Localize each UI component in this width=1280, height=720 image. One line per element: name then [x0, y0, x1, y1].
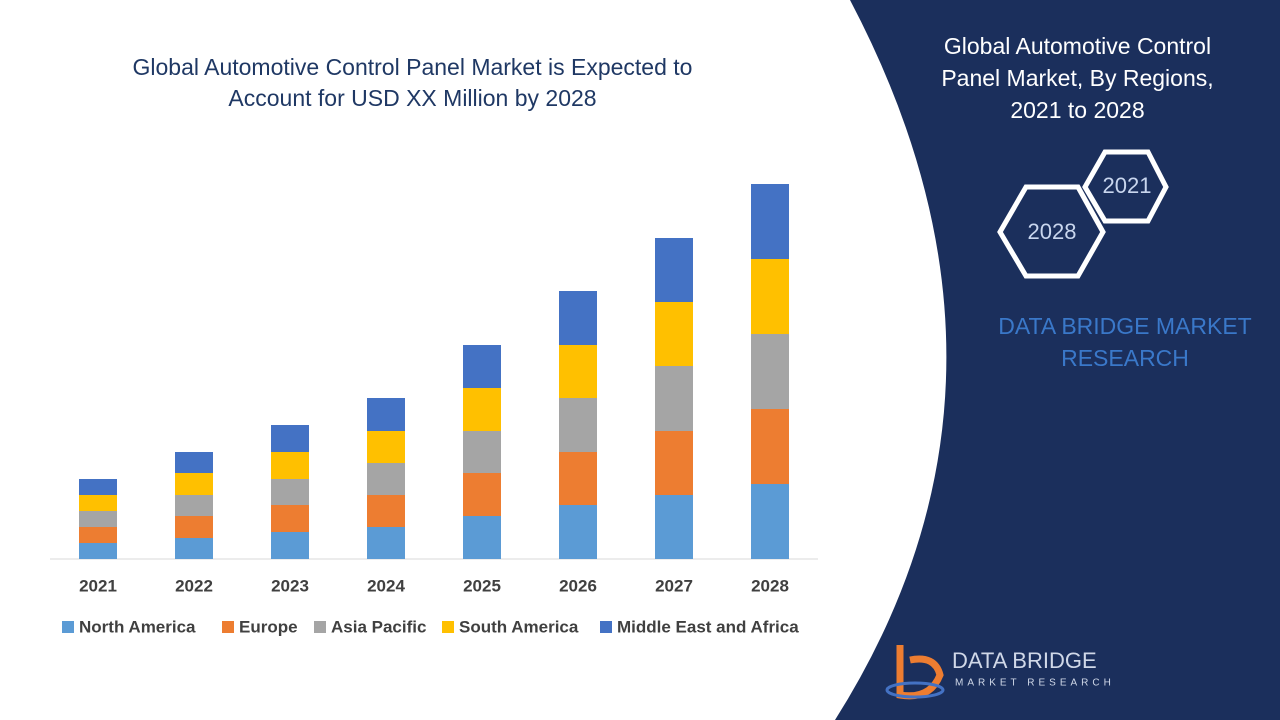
legend-label: Europe — [239, 617, 298, 636]
bar-segment — [559, 452, 597, 505]
bar-segment — [79, 511, 117, 527]
bar-segment — [271, 425, 309, 452]
x-tick-label: 2027 — [655, 576, 693, 595]
bar-segment — [271, 452, 309, 479]
legend-swatch — [442, 621, 454, 633]
legend-swatch — [222, 621, 234, 633]
chart-title: Global Automotive Control Panel Market i… — [132, 54, 693, 111]
legend-swatch — [600, 621, 612, 633]
x-tick-label: 2028 — [751, 576, 789, 595]
hexagon — [997, 184, 1106, 279]
hex-label: 2021 — [1103, 173, 1152, 198]
legend-label: Middle East and Africa — [617, 617, 799, 636]
legend-label: Asia Pacific — [331, 617, 426, 636]
x-tick-label: 2022 — [175, 576, 213, 595]
bar-segment — [751, 184, 789, 259]
bar-segment — [367, 463, 405, 495]
bar-segment — [367, 495, 405, 527]
bar-segment — [463, 431, 501, 473]
legend-swatch — [62, 621, 74, 633]
logo: DATA BRIDGE MARKET RESEARCH — [885, 645, 1115, 700]
x-tick-label: 2023 — [271, 576, 309, 595]
bar-segment — [463, 388, 501, 431]
side-panel — [835, 0, 1280, 720]
hexagon — [1082, 149, 1169, 224]
logo-tagline: MARKET RESEARCH — [955, 678, 1115, 689]
bar-segment — [559, 398, 597, 452]
brand-text: DATA BRIDGE MARKET RESEARCH — [998, 313, 1252, 371]
bar-segment — [79, 495, 117, 511]
bar-segment — [175, 473, 213, 495]
bar-segment — [175, 495, 213, 516]
bar-segment — [367, 527, 405, 559]
bar-segment — [751, 409, 789, 484]
bar-segment — [175, 516, 213, 538]
bar-segment — [463, 516, 501, 559]
bar-segment — [655, 431, 693, 495]
legend-label: North America — [79, 617, 196, 636]
x-tick-label: 2024 — [367, 576, 405, 595]
bar-segment — [751, 484, 789, 559]
bar-segment — [655, 495, 693, 559]
bar-segment — [655, 302, 693, 366]
bar-segment — [367, 431, 405, 463]
hex-label: 2028 — [1028, 219, 1077, 244]
bar-segment — [655, 366, 693, 431]
legend-label: South America — [459, 617, 579, 636]
bar-segment — [271, 479, 309, 505]
bar-segment — [751, 259, 789, 334]
bar-segment — [271, 532, 309, 559]
bar-segment — [751, 334, 789, 409]
bar-segment — [463, 473, 501, 516]
x-tick-label: 2026 — [559, 576, 597, 595]
bar-segment — [463, 345, 501, 388]
bar-segment — [79, 543, 117, 559]
bar-segment — [559, 505, 597, 559]
bar-segment — [175, 452, 213, 473]
bar-segment — [175, 538, 213, 559]
logo-name: DATA BRIDGE — [952, 648, 1097, 673]
bar-segment — [79, 527, 117, 543]
logo-ring — [885, 681, 945, 699]
bar-segment — [655, 238, 693, 302]
x-tick-label: 2025 — [463, 576, 501, 595]
bar-segment — [559, 345, 597, 398]
bar-segment — [271, 505, 309, 532]
panel-title: Global Automotive Control Panel Market, … — [941, 33, 1214, 123]
legend-swatch — [314, 621, 326, 633]
bar-segment — [559, 291, 597, 345]
x-tick-label: 2021 — [79, 576, 117, 595]
bar-segment — [79, 479, 117, 495]
bar-segment — [367, 398, 405, 431]
